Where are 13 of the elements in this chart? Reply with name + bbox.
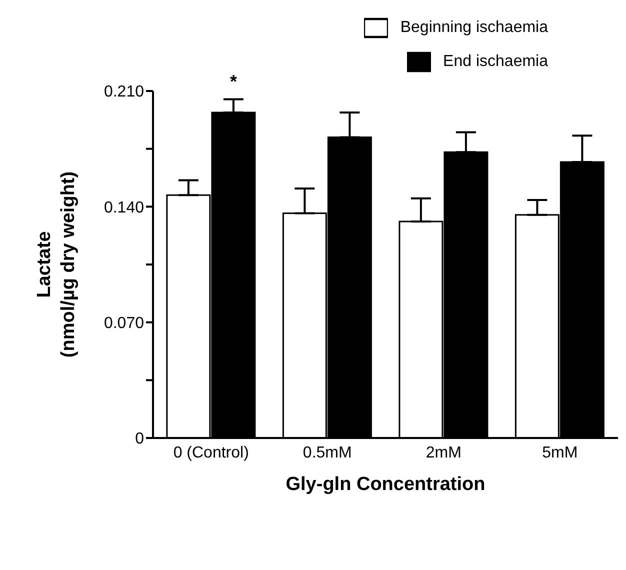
y-tick-label: 0.140	[104, 199, 144, 216]
x-axis-title: Gly-gln Concentration	[286, 474, 486, 495]
y-axis-title: Lactate (nmol/µg dry weight)	[34, 171, 79, 358]
legend-label: Beginning ischaemia	[400, 19, 548, 36]
y-tick-label: 0.210	[104, 84, 144, 101]
y-tick-label: 0.070	[104, 315, 144, 332]
annotation: *	[230, 71, 237, 92]
x-tick-label: 5mM	[542, 444, 578, 462]
legend-label: End ischaemia	[443, 53, 548, 70]
y-tick-label: 0	[135, 430, 144, 448]
x-tick-label: 0.5mM	[302, 444, 352, 462]
x-tick-label: 0 (Control)	[173, 444, 249, 462]
x-tick-label: 2mM	[426, 444, 462, 462]
